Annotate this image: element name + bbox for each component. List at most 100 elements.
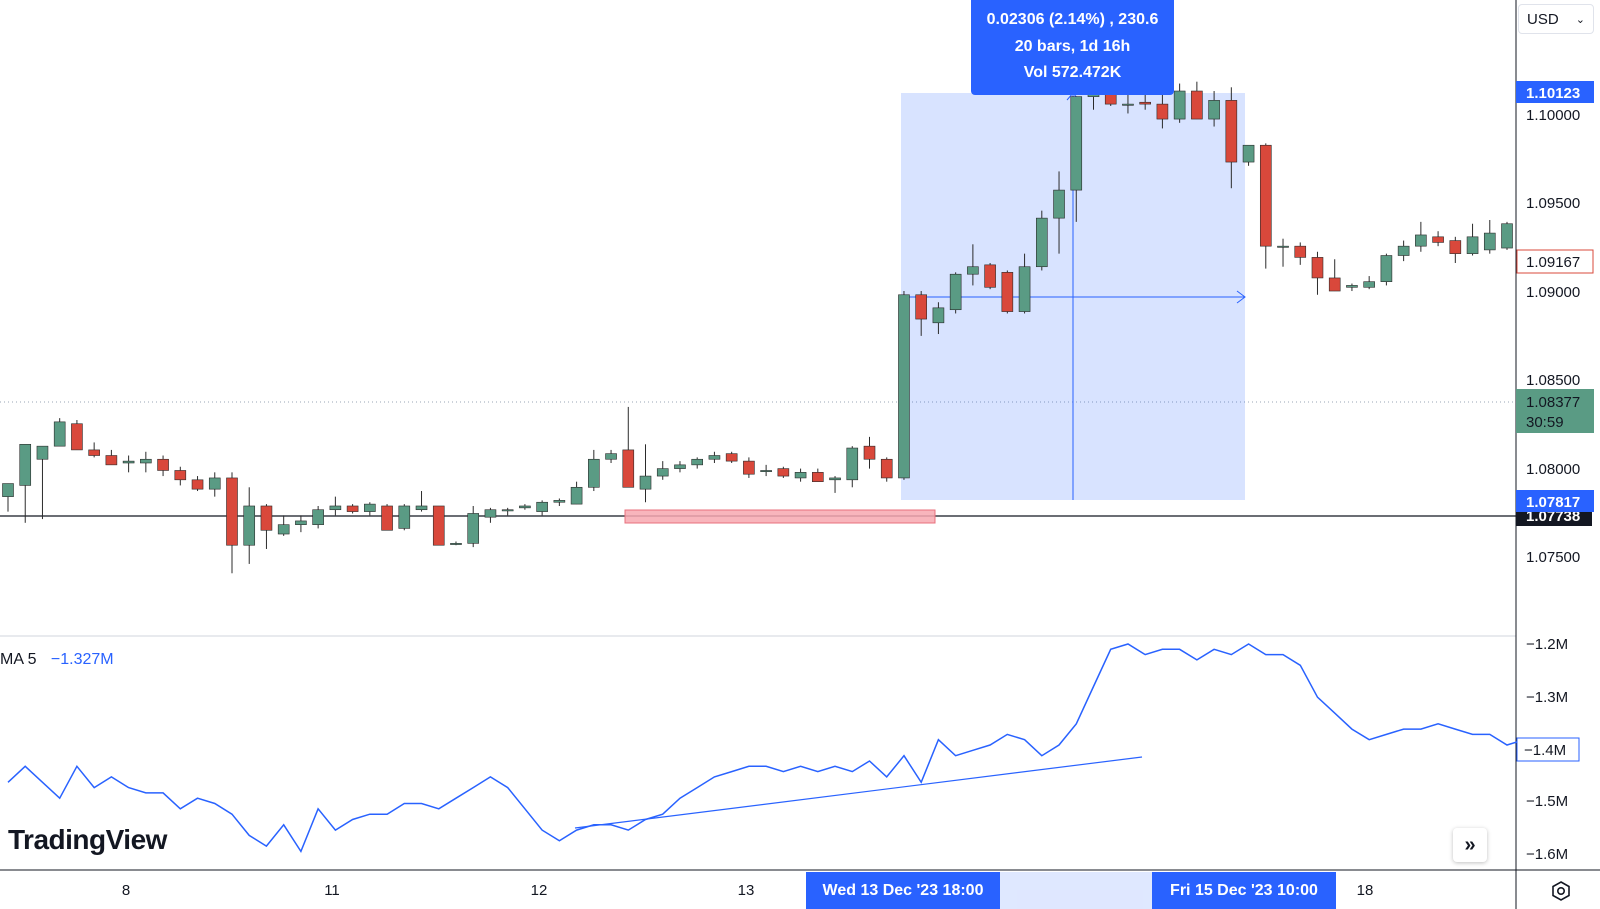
candle-body xyxy=(36,445,49,460)
candle-body xyxy=(1346,285,1358,288)
candle-body xyxy=(605,453,617,460)
candle-body xyxy=(656,468,669,477)
candle-body xyxy=(381,505,393,531)
currency-select[interactable]: USD ⌄ xyxy=(1518,4,1594,34)
range-high-tag-text: 1.10123 xyxy=(1526,85,1580,102)
time-tick-label: 12 xyxy=(531,882,548,899)
candles-group xyxy=(2,66,1513,574)
candle-body xyxy=(674,464,686,469)
candle-body xyxy=(71,423,83,451)
candle-body xyxy=(1501,223,1513,249)
candle-body xyxy=(364,503,376,512)
candle-body xyxy=(588,458,600,488)
candle-body xyxy=(984,264,996,288)
line-price-tag-text: 1.07738 xyxy=(1526,508,1580,525)
candle-body xyxy=(312,509,324,525)
candle-body xyxy=(346,505,359,512)
time-tick-label: 18 xyxy=(1357,882,1374,899)
candle-body xyxy=(415,505,428,511)
ma-value-tag-text: −1.4M xyxy=(1524,742,1566,759)
measure-bars-duration: 20 bars, 1d 16h xyxy=(1014,37,1131,55)
ma-value-tag xyxy=(1516,737,1580,762)
candle-body xyxy=(1242,144,1255,163)
price-tick-label: 1.10000 xyxy=(1526,107,1580,124)
candle-body xyxy=(295,520,307,525)
candle-body xyxy=(1053,189,1065,219)
chevron-down-icon: ⌄ xyxy=(1575,13,1585,26)
indicator-name: MA 5 xyxy=(0,651,37,668)
candle-body xyxy=(967,266,979,275)
range-low-tag-text: 1.07817 xyxy=(1526,494,1580,511)
scroll-to-realtime-button[interactable]: » xyxy=(1453,828,1487,862)
candle-body xyxy=(1191,90,1203,120)
price-tick-label: 1.09500 xyxy=(1526,195,1580,212)
candle-body xyxy=(553,500,566,503)
candle-body xyxy=(725,453,738,462)
support-zone-rectangle[interactable] xyxy=(624,509,936,524)
candle-body xyxy=(863,445,876,460)
bar-countdown-text: 30:59 xyxy=(1526,414,1564,431)
candle-body xyxy=(2,483,14,497)
candle-body xyxy=(105,455,118,466)
double-chevron-right-icon: » xyxy=(1464,833,1476,856)
measure-volume: Vol 572.472K xyxy=(1023,64,1122,82)
candle-body xyxy=(1449,240,1462,254)
ma-tick-label: −1.3M xyxy=(1526,689,1568,706)
candle-body xyxy=(53,421,66,447)
range-start-time-tag: Wed 13 Dec '23 18:00 xyxy=(806,872,1000,909)
candle-body xyxy=(1122,103,1134,106)
candle-body xyxy=(519,505,531,509)
candle-body xyxy=(174,470,187,481)
candle-body xyxy=(639,475,652,490)
price-tick-label: 1.07500 xyxy=(1526,549,1580,566)
currency-select-value: USD xyxy=(1527,10,1559,28)
candle-body xyxy=(915,294,927,320)
measure-arrow-head-right xyxy=(1236,290,1246,304)
indicator-legend[interactable]: MA 5 −1.327M xyxy=(0,651,114,669)
candle-body xyxy=(1139,101,1151,105)
candle-body xyxy=(1328,277,1341,292)
candle-body xyxy=(760,470,772,472)
range-end-time-tag: Fri 15 Dec '23 10:00 xyxy=(1152,872,1336,909)
candle-body xyxy=(501,509,514,512)
candle-body xyxy=(226,477,238,546)
ma-tick-label: −1.2M xyxy=(1526,636,1568,653)
candle-body xyxy=(777,468,790,477)
candle-body xyxy=(140,458,152,464)
range-high-tag xyxy=(1516,81,1594,103)
tradingview-logo[interactable]: TradingView xyxy=(8,824,167,855)
last-price-tag xyxy=(1516,249,1594,274)
candle-body xyxy=(829,477,841,481)
candle-body xyxy=(691,458,704,466)
candle-body xyxy=(19,443,32,486)
candle-body xyxy=(1363,281,1375,288)
price-tick-label: 1.08500 xyxy=(1526,372,1580,389)
measure-tooltip: 0.02306 (2.14%) , 230.6 20 bars, 1d 16h … xyxy=(971,0,1174,95)
candle-body xyxy=(880,458,893,479)
time-tick-label: 8 xyxy=(122,882,130,899)
candle-body xyxy=(88,449,100,456)
candle-body xyxy=(1208,100,1220,120)
candle-body xyxy=(1466,236,1479,254)
candle-body xyxy=(536,501,548,512)
candle-body xyxy=(277,524,290,535)
candle-body xyxy=(208,477,221,490)
candle-body xyxy=(243,505,256,546)
candle-body xyxy=(1277,245,1289,248)
candle-body xyxy=(846,447,859,481)
candle-body xyxy=(1070,96,1083,191)
crosshair-price-text: 1.08377 xyxy=(1526,394,1580,411)
ma-trendline[interactable] xyxy=(574,756,1143,829)
candle-body xyxy=(191,479,204,490)
settings-button[interactable] xyxy=(1546,876,1576,906)
candle-body xyxy=(450,543,462,545)
candle-body xyxy=(898,294,910,479)
time-tick-label: 11 xyxy=(324,882,340,899)
candle-body xyxy=(1415,234,1427,247)
candle-body xyxy=(1397,245,1410,256)
candle-body xyxy=(1225,100,1238,163)
candle-body xyxy=(1380,255,1393,282)
candle-body xyxy=(812,472,824,482)
candle-body xyxy=(260,505,273,531)
